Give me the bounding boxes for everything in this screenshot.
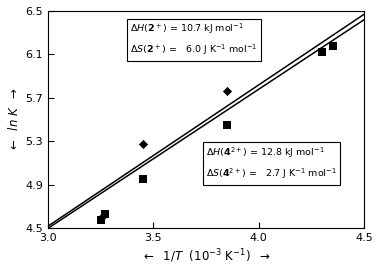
Point — [98, 218, 104, 222]
Point — [140, 177, 146, 182]
Text: $\Delta H(\mathbf{2}^+)$ = 10.7 kJ mol$^{-1}$
$\Delta S(\mathbf{2}^+)$ =   6.0 J: $\Delta H(\mathbf{2}^+)$ = 10.7 kJ mol$^… — [130, 22, 258, 57]
Point — [102, 212, 108, 217]
Point — [224, 89, 230, 94]
Point — [224, 123, 230, 127]
Point — [140, 141, 146, 146]
Y-axis label: $\leftarrow$  $\it{ln\ K}$  $\rightarrow$: $\leftarrow$ $\it{ln\ K}$ $\rightarrow$ — [7, 87, 21, 152]
Point — [319, 50, 325, 54]
X-axis label: $\leftarrow$  $\it{1/T}$  $(10^{-3}\ \mathrm{K}^{-1})$  $\rightarrow$: $\leftarrow$ $\it{1/T}$ $(10^{-3}\ \math… — [141, 248, 271, 265]
Text: $\Delta H(\mathbf{4}^{2+})$ = 12.8 kJ mol$^{-1}$
$\Delta S(\mathbf{4}^{2+})$ =  : $\Delta H(\mathbf{4}^{2+})$ = 12.8 kJ mo… — [206, 146, 337, 181]
Point — [329, 44, 336, 48]
Point — [100, 214, 106, 219]
